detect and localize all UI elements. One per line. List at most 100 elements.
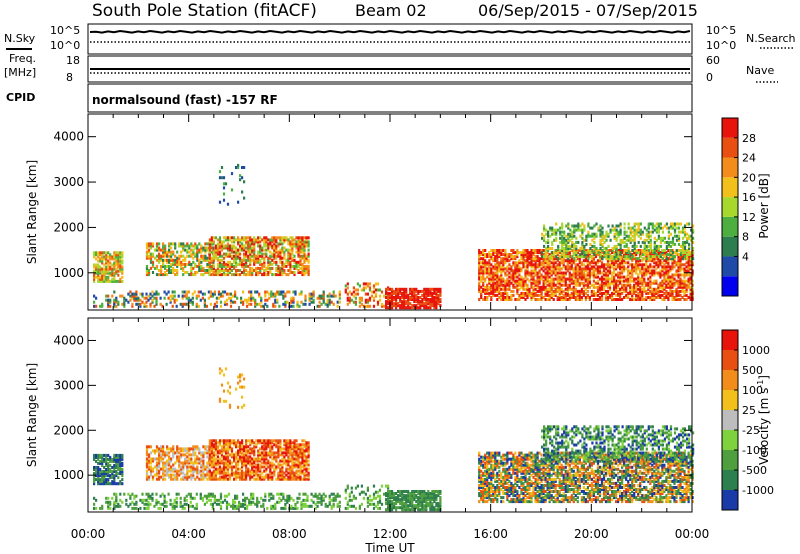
heatmap-cell [566, 293, 569, 297]
heatmap-cell [677, 293, 680, 297]
heatmap-cell [510, 281, 513, 285]
heatmap-cell [109, 253, 112, 257]
heatmap-cell [510, 253, 513, 257]
heatmap-cell [631, 298, 634, 301]
heatmap-cell [504, 283, 507, 287]
heatmap-cell [332, 290, 335, 294]
heatmap-cell [639, 259, 642, 263]
heatmap-cell [526, 289, 529, 293]
heatmap-cell [606, 249, 610, 252]
heatmap-cell [119, 453, 122, 457]
heatmap-cell [631, 249, 634, 252]
heatmap-cell [419, 289, 422, 293]
heatmap-cell [687, 249, 690, 252]
heatmap-cell [679, 277, 682, 281]
heatmap-cell [663, 291, 666, 295]
heatmap-cell [561, 242, 564, 246]
heatmap-cell [376, 288, 380, 292]
heatmap-cell [162, 461, 165, 465]
heatmap-cell [637, 281, 640, 285]
heatmap-cell [97, 263, 100, 267]
heatmap-cell [556, 253, 559, 257]
heatmap-cell [258, 302, 261, 306]
heatmap-cell [192, 465, 195, 469]
heatmap-cell [413, 306, 416, 310]
heatmap-cell [578, 261, 581, 265]
heatmap-cell [633, 253, 636, 257]
heatmap-cell [514, 279, 517, 283]
heatmap-cell [568, 271, 571, 275]
heatmap-cell [214, 254, 217, 258]
heatmap-cell [538, 271, 541, 275]
heatmap-cell [107, 304, 110, 308]
heatmap-cell [480, 253, 483, 257]
heatmap-cell [160, 475, 163, 479]
heatmap-cell [681, 251, 685, 255]
heatmap-cell [214, 256, 217, 260]
heatmap-cell [99, 461, 102, 465]
heatmap-cell [101, 504, 104, 508]
heatmap-cell [619, 228, 622, 232]
heatmap-cell [226, 248, 230, 252]
heatmap-cell [171, 304, 174, 308]
heatmap-cell [569, 238, 572, 242]
heatmap-cell [679, 283, 682, 287]
heatmap-cell [562, 296, 565, 299]
heatmap-cell [538, 279, 541, 283]
heatmap-cell [105, 298, 108, 302]
heatmap-cell [615, 283, 618, 287]
heatmap-cell [665, 277, 668, 281]
heatmap-cell [587, 230, 590, 234]
heatmap-cell [184, 475, 187, 479]
heatmap-cell [516, 249, 519, 252]
heatmap-cell [484, 285, 487, 289]
heatmap-cell [576, 267, 579, 271]
heatmap-cell [253, 240, 256, 244]
heatmap-cell [562, 259, 565, 263]
heatmap-cell [608, 281, 612, 285]
heatmap-cell [600, 251, 604, 255]
heatmap-cell [226, 202, 230, 206]
heatmap-cell [249, 244, 252, 248]
heatmap-cell [247, 273, 250, 277]
heatmap-cell [570, 249, 573, 252]
heatmap-cell [117, 261, 120, 265]
heatmap-cell [198, 457, 201, 461]
heatmap-cell [395, 298, 398, 301]
heatmap-cell [286, 300, 289, 304]
heatmap-cell [196, 471, 199, 475]
heatmap-cell [490, 269, 493, 273]
heatmap-cell [277, 254, 280, 258]
heatmap-cell [494, 281, 497, 285]
heatmap-cell [655, 279, 658, 283]
heatmap-cell [107, 478, 110, 482]
heatmap-cell [95, 269, 98, 273]
heatmap-cell [174, 461, 177, 465]
heatmap-cell [206, 451, 209, 455]
heatmap-cell [212, 273, 215, 277]
heatmap-cell [580, 277, 583, 281]
heatmap-cell [613, 232, 616, 236]
heatmap-cell [145, 304, 148, 308]
heatmap-cell [338, 294, 341, 298]
heatmap-cell [109, 271, 112, 275]
heatmap-cell [691, 255, 694, 259]
heatmap-cell [536, 257, 539, 261]
heatmap-cell [629, 232, 632, 236]
heatmap-cell [492, 291, 495, 295]
heatmap-cell [484, 263, 487, 267]
heatmap-cell [608, 269, 612, 273]
heatmap-cell [647, 232, 650, 236]
heatmap-cell [584, 277, 587, 281]
heatmap-cell [572, 273, 575, 277]
heatmap-cell [635, 251, 638, 255]
heatmap-cell [596, 271, 600, 275]
heatmap-cell [496, 298, 499, 301]
heatmap-cell [273, 244, 276, 248]
heatmap-cell [532, 253, 535, 257]
heatmap-cell [606, 277, 610, 281]
heatmap-cell [552, 279, 555, 283]
heatmap-cell [285, 260, 288, 264]
heatmap-cell [506, 281, 509, 285]
heatmap-cell [194, 469, 197, 473]
